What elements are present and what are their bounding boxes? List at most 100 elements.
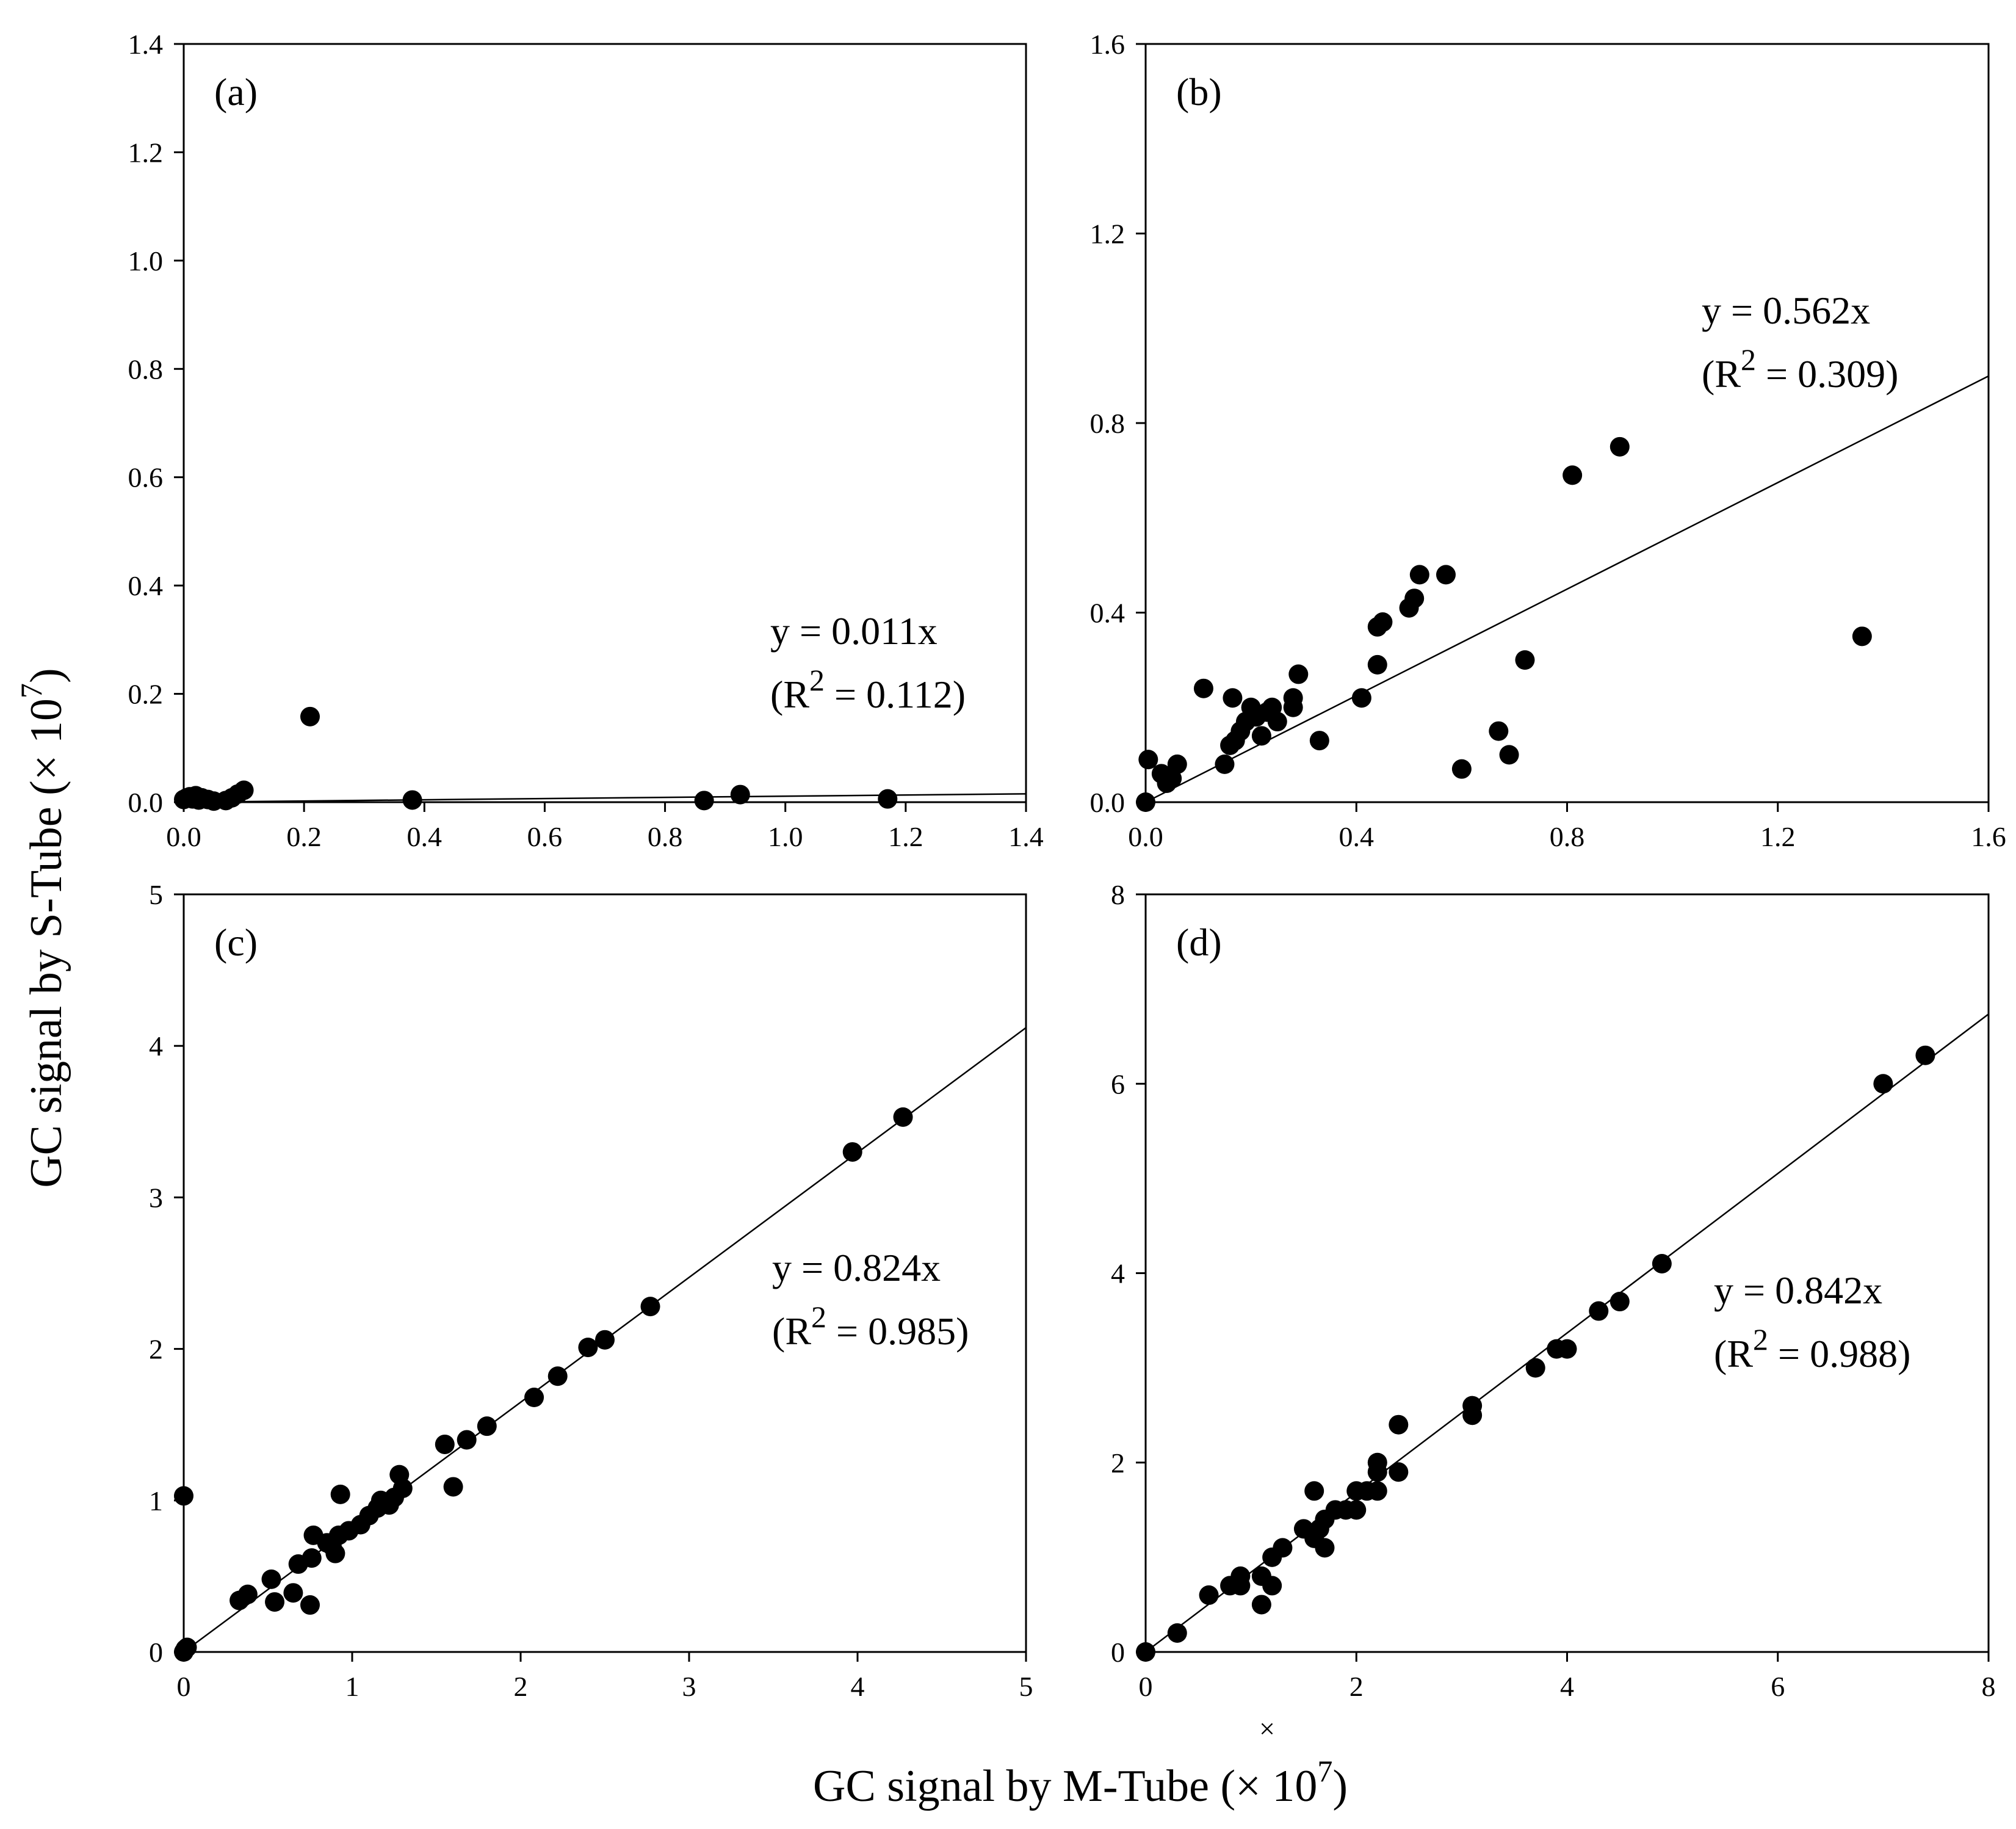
data-point-b-26 bbox=[1373, 612, 1393, 632]
data-point-c-17 bbox=[330, 1484, 350, 1504]
y-tick-label-c-2: 2 bbox=[149, 1334, 163, 1365]
data-point-b-24 bbox=[1367, 654, 1387, 675]
x-tick-label-b-4: 1.6 bbox=[1971, 821, 2006, 852]
data-point-c-6 bbox=[261, 1569, 281, 1589]
y-tick-label-a-6: 1.2 bbox=[128, 137, 164, 168]
data-point-b-28 bbox=[1404, 589, 1425, 609]
panel-b: 0.0 0.4 0.8 1.2 1.6 0.0 0.4 0.8 1.2 1.6 (b) y = 0.5… bbox=[1090, 29, 2006, 852]
data-point-b-35 bbox=[1563, 465, 1583, 485]
x-tick-label-c-5: 5 bbox=[1019, 1671, 1033, 1702]
equation-b: y = 0.562x bbox=[1702, 289, 1870, 332]
data-point-d-24 bbox=[1367, 1481, 1387, 1501]
data-point-b-32 bbox=[1489, 721, 1509, 741]
x-tick-label-c-0: 0 bbox=[177, 1671, 191, 1702]
y-tick-label-b-0: 0.0 bbox=[1090, 787, 1125, 818]
data-point-c-37 bbox=[893, 1107, 913, 1127]
data-point-d-23 bbox=[1367, 1452, 1387, 1472]
data-point-d-33 bbox=[1610, 1292, 1630, 1312]
x-tick-label-b-3: 1.2 bbox=[1760, 821, 1796, 852]
data-point-d-6 bbox=[1251, 1595, 1271, 1615]
x-axis-label: GC signal by M-Tube (× 107) bbox=[813, 1754, 1348, 1811]
data-point-c-28 bbox=[443, 1477, 463, 1497]
y-tick-label-b-1: 0.4 bbox=[1090, 598, 1125, 629]
x-tick-label-d-3: 6 bbox=[1771, 1671, 1785, 1702]
x-tick-label-b-1: 0.4 bbox=[1339, 821, 1375, 852]
y-tick-label-c-4: 4 bbox=[149, 1030, 163, 1062]
x-tick-label-c-3: 3 bbox=[682, 1671, 696, 1702]
y-tick-label-d-0: 0 bbox=[1111, 1637, 1125, 1668]
data-point-b-15 bbox=[1251, 726, 1271, 746]
data-point-c-11 bbox=[302, 1548, 322, 1568]
x-tick-label-a-1: 0.2 bbox=[286, 821, 322, 852]
panel-c: 0 1 2 3 4 5 0 1 2 3 4 5 (c) y = 0.824x (R2 = 0.985) bbox=[149, 879, 1033, 1702]
data-point-a-17 bbox=[878, 789, 898, 809]
y-axis-label: GC signal by S-Tube (× 107) bbox=[14, 668, 71, 1187]
data-point-d-1 bbox=[1167, 1623, 1187, 1643]
x-tick-label-b-2: 0.8 bbox=[1550, 821, 1585, 852]
data-point-c-7 bbox=[265, 1592, 285, 1612]
panel-tag-d: (d) bbox=[1176, 921, 1222, 964]
data-point-d-34 bbox=[1652, 1253, 1672, 1273]
data-point-d-13 bbox=[1304, 1481, 1324, 1501]
data-point-b-22 bbox=[1309, 731, 1329, 751]
y-tick-label-b-3: 1.2 bbox=[1090, 219, 1125, 250]
data-point-b-6 bbox=[1193, 678, 1213, 698]
data-point-c-2 bbox=[177, 1637, 197, 1657]
data-point-c-36 bbox=[842, 1142, 862, 1162]
r-squared-b: (R2 = 0.309) bbox=[1702, 342, 1898, 396]
data-point-d-5 bbox=[1230, 1576, 1251, 1596]
data-point-d-35 bbox=[1873, 1074, 1893, 1094]
data-point-b-31 bbox=[1451, 759, 1472, 779]
x-tick-label-a-6: 1.2 bbox=[888, 821, 923, 852]
stray-mark: × bbox=[1259, 1713, 1275, 1744]
data-point-c-26 bbox=[392, 1478, 413, 1498]
plot-frame-c bbox=[182, 893, 1027, 1653]
data-point-b-1 bbox=[1138, 750, 1158, 770]
data-point-d-0 bbox=[1136, 1642, 1155, 1662]
y-tick-label-c-0: 0 bbox=[149, 1637, 163, 1668]
data-point-c-32 bbox=[547, 1366, 568, 1386]
data-point-a-15 bbox=[694, 791, 714, 811]
data-point-b-21 bbox=[1288, 664, 1309, 684]
x-tick-label-d-0: 0 bbox=[1139, 1671, 1153, 1702]
data-point-b-0 bbox=[1136, 792, 1155, 812]
data-point-d-26 bbox=[1389, 1414, 1409, 1435]
data-point-c-8 bbox=[283, 1583, 303, 1603]
data-point-b-34 bbox=[1515, 650, 1535, 670]
data-point-b-37 bbox=[1852, 626, 1872, 646]
data-point-b-20 bbox=[1283, 688, 1303, 708]
y-tick-label-a-3: 0.6 bbox=[128, 462, 164, 493]
y-tick-label-c-3: 3 bbox=[149, 1182, 163, 1213]
y-tick-label-c-1: 1 bbox=[149, 1485, 163, 1516]
y-tick-label-d-3: 6 bbox=[1111, 1068, 1125, 1099]
y-tick-label-d-4: 8 bbox=[1111, 879, 1125, 910]
data-point-b-5 bbox=[1167, 754, 1187, 774]
plot-frame-b bbox=[1144, 43, 1990, 803]
data-point-d-10 bbox=[1273, 1538, 1293, 1558]
data-point-b-36 bbox=[1610, 436, 1630, 457]
y-tick-label-d-1: 2 bbox=[1111, 1447, 1125, 1479]
data-point-c-29 bbox=[457, 1430, 477, 1450]
data-point-d-9 bbox=[1262, 1576, 1282, 1596]
x-tick-label-c-1: 1 bbox=[345, 1671, 359, 1702]
equation-d: y = 0.842x bbox=[1714, 1269, 1882, 1312]
panel-a: 0.0 0.2 0.4 0.6 0.8 1.0 1.2 1.4 0.0 0.2 0.4 0.6 0.8 1… bbox=[128, 29, 1044, 852]
data-point-d-36 bbox=[1915, 1045, 1935, 1065]
data-point-d-19 bbox=[1346, 1500, 1367, 1520]
panel-tag-a: (a) bbox=[214, 70, 258, 114]
data-point-c-3 bbox=[174, 1486, 193, 1506]
plot-frame-a bbox=[182, 43, 1027, 803]
x-tick-label-d-2: 4 bbox=[1560, 1671, 1574, 1702]
r-squared-d: (R2 = 0.988) bbox=[1714, 1322, 1910, 1375]
data-point-d-32 bbox=[1589, 1301, 1609, 1321]
y-tick-label-c-5: 5 bbox=[149, 879, 163, 910]
data-point-c-35 bbox=[640, 1297, 660, 1317]
data-point-d-15 bbox=[1315, 1538, 1335, 1558]
data-point-b-33 bbox=[1499, 745, 1519, 765]
data-point-b-30 bbox=[1436, 565, 1456, 585]
data-point-a-12 bbox=[234, 780, 254, 800]
data-point-c-10 bbox=[300, 1595, 320, 1615]
data-point-c-31 bbox=[524, 1388, 544, 1408]
data-point-d-25 bbox=[1389, 1462, 1409, 1482]
